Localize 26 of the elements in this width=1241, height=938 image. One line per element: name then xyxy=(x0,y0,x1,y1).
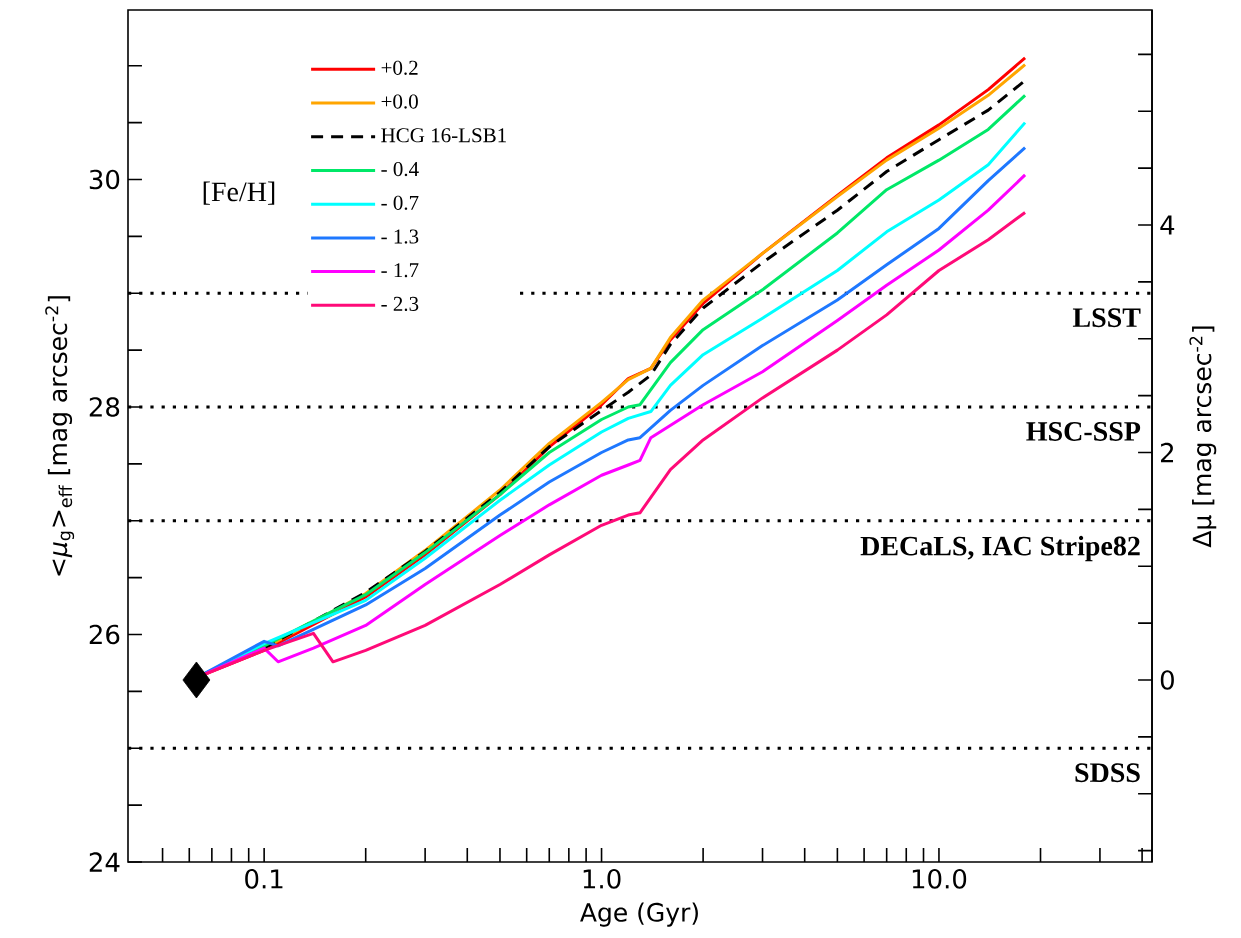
y2-tick-label: 2 xyxy=(1161,442,1174,463)
x-tick-label: 1.0 xyxy=(583,869,621,889)
y2-tick-label: 0 xyxy=(1160,670,1174,690)
ref-line-label: HSC-SSP xyxy=(1026,422,1141,441)
y-tick-label: 28 xyxy=(89,397,120,417)
y2-tick-label: 4 xyxy=(1160,215,1175,235)
legend-title: [Fe/H] xyxy=(203,181,275,205)
x-tick-label: 10.0 xyxy=(912,869,967,889)
ref-line-label: SDSS xyxy=(1075,763,1140,783)
ref-line-label: DECaLS, IAC Stripe82 xyxy=(860,535,1140,562)
ref-line-label: LSST xyxy=(1072,308,1141,328)
y2-axis-title: Δμ [mag arcsec$^{-2}$] xyxy=(1189,326,1217,548)
legend-label: +0.0 xyxy=(381,94,418,109)
legend-label: - 1.3 xyxy=(381,229,419,244)
y-tick-label: 30 xyxy=(89,169,120,190)
y-axis-title: <μ$_{g}$>$_{eff}$ [mag arcsec$^{-2}$] xyxy=(45,296,75,576)
x-axis-title: Age (Gyr) xyxy=(580,902,698,927)
y-tick-label: 24 xyxy=(89,852,120,872)
legend-label: - 0.7 xyxy=(381,195,419,210)
x-tick-label: 0.1 xyxy=(245,869,283,889)
legend-label: - 1.7 xyxy=(381,263,419,278)
legend-label: +0.2 xyxy=(381,60,418,75)
legend-label: - 2.3 xyxy=(381,296,419,312)
legend-label: - 0.4 xyxy=(381,161,419,177)
y-tick-label: 26 xyxy=(89,624,120,645)
legend-label: HCG 16-LSB1 xyxy=(381,128,506,143)
